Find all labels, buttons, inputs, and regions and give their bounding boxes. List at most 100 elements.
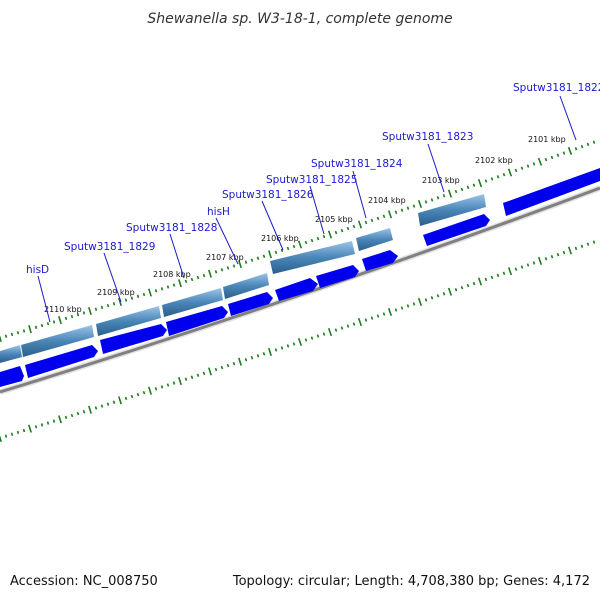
minor-tick <box>64 415 68 420</box>
gene-arrow[interactable] <box>228 292 273 316</box>
accession-label: Accession: <box>10 574 83 589</box>
minor-tick <box>472 281 476 286</box>
minor-tick <box>280 346 284 350</box>
minor-tick <box>274 348 278 352</box>
major-tick <box>297 240 303 249</box>
major-tick <box>268 347 272 356</box>
outer-tick-track <box>0 140 596 343</box>
minor-tick <box>436 196 440 200</box>
cds-feature[interactable] <box>21 325 94 357</box>
minor-tick <box>154 289 158 293</box>
leader-line <box>427 143 445 193</box>
cds-feature[interactable] <box>270 241 355 274</box>
minor-tick <box>394 210 398 214</box>
major-tick <box>537 157 543 166</box>
cds-feature[interactable] <box>223 273 269 299</box>
genome-backbone-line <box>0 186 600 394</box>
cds-feature[interactable] <box>418 194 486 226</box>
gene-arrow[interactable] <box>316 265 359 288</box>
major-tick <box>58 316 62 325</box>
minor-tick <box>484 179 488 183</box>
gene-label-hisH[interactable]: hisH <box>207 206 230 218</box>
minor-tick <box>382 312 386 316</box>
major-tick <box>148 288 152 297</box>
kbp-label: 2108 kbp <box>153 270 191 279</box>
minor-tick <box>70 413 74 418</box>
minor-tick <box>580 244 584 248</box>
cds-feature[interactable] <box>162 288 223 317</box>
gene-arrow[interactable] <box>0 366 24 387</box>
gene-label-sputw3181-1826[interactable]: Sputw3181_1826 <box>222 189 314 201</box>
minor-tick <box>412 302 416 306</box>
cds-track <box>0 194 486 363</box>
minor-tick <box>46 421 50 425</box>
cds-feature[interactable] <box>0 345 22 363</box>
gene-arrow[interactable] <box>166 306 228 336</box>
minor-tick <box>22 329 26 333</box>
cds-feature[interactable] <box>96 306 161 336</box>
leader-line <box>169 233 185 279</box>
major-tick <box>0 435 2 443</box>
minor-tick <box>64 316 68 321</box>
major-tick <box>477 179 483 188</box>
inner-tick-track <box>0 240 596 443</box>
minor-tick <box>184 377 188 381</box>
minor-tick <box>52 419 56 423</box>
major-tick <box>297 337 303 347</box>
minor-tick <box>376 216 380 221</box>
major-tick <box>178 279 182 288</box>
leader-line <box>215 217 239 265</box>
gene-label-sputw3181-1829[interactable]: Sputw3181_1829 <box>64 241 155 253</box>
minor-tick <box>334 328 338 332</box>
major-tick <box>387 210 393 219</box>
minor-tick <box>154 387 158 391</box>
gene-label-sputw3181-1822[interactable]: Sputw3181_1822 <box>513 82 600 94</box>
gene-arrow[interactable] <box>423 214 490 246</box>
minor-tick <box>334 230 338 235</box>
gene-labels: hisD Sputw3181_1829 Sputw3181_1828 hisH … <box>26 82 600 276</box>
minor-tick <box>424 298 428 302</box>
minor-tick <box>460 187 464 192</box>
major-tick <box>208 367 212 376</box>
minor-tick <box>406 304 410 308</box>
minor-tick <box>184 279 188 284</box>
gene-label-hisD[interactable]: hisD <box>26 264 49 276</box>
minor-tick <box>16 430 20 435</box>
major-tick <box>567 246 573 255</box>
gene-arrow[interactable] <box>362 250 398 271</box>
minor-tick <box>214 270 218 274</box>
minor-tick <box>16 331 20 335</box>
minor-tick <box>232 264 236 268</box>
minor-tick <box>262 352 266 356</box>
gene-arrow[interactable] <box>100 324 167 354</box>
minor-tick <box>454 288 458 292</box>
kbp-label: 2103 kbp <box>422 176 460 185</box>
minor-tick <box>364 318 368 322</box>
gene-arrow[interactable] <box>503 168 600 216</box>
minor-tick <box>496 273 500 278</box>
gene-label-sputw3181-1825[interactable]: Sputw3181_1825 <box>266 174 357 186</box>
major-tick <box>118 297 122 306</box>
minor-tick <box>94 406 98 410</box>
minor-tick <box>112 400 116 404</box>
leader-line <box>103 252 122 303</box>
minor-tick <box>202 371 206 376</box>
gene-label-sputw3181-1824[interactable]: Sputw3181_1824 <box>311 158 403 170</box>
gene-arrow[interactable] <box>275 278 318 301</box>
cds-feature[interactable] <box>356 228 393 251</box>
minor-tick <box>244 358 248 362</box>
minor-tick <box>502 172 506 177</box>
minor-tick <box>526 164 530 168</box>
major-tick <box>238 357 242 366</box>
minor-tick <box>256 354 260 358</box>
major-tick <box>357 220 363 229</box>
gene-label-sputw3181-1828[interactable]: Sputw3181_1828 <box>126 222 217 234</box>
gene-label-sputw3181-1823[interactable]: Sputw3181_1823 <box>382 131 473 143</box>
major-tick <box>537 256 543 265</box>
kbp-label: 2106 kbp <box>261 234 299 243</box>
minor-tick <box>250 356 254 360</box>
gene-arrow[interactable] <box>25 345 98 378</box>
minor-tick <box>484 277 488 282</box>
minor-tick <box>562 151 566 155</box>
major-tick <box>327 230 333 239</box>
